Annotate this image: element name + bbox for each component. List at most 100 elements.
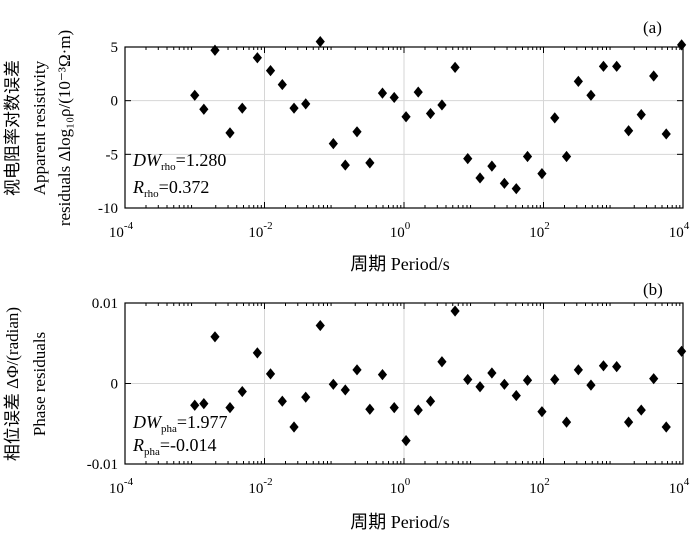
- data-point: [475, 381, 485, 393]
- data-point: [522, 150, 533, 163]
- data-point: [225, 402, 235, 414]
- data-point: [301, 391, 311, 403]
- data-point: [210, 331, 220, 343]
- data-point: [352, 364, 362, 376]
- data-point: [289, 102, 299, 114]
- x-axis-label: 周期 Period/s: [350, 512, 450, 532]
- panel-label: (b): [643, 280, 663, 299]
- data-point: [499, 378, 509, 390]
- data-point: [598, 60, 609, 72]
- data-point: [265, 368, 276, 380]
- y-tick-label: -0.01: [87, 457, 118, 473]
- data-point: [365, 403, 375, 415]
- data-point: [277, 395, 287, 407]
- x-tick-label: 10-4: [109, 476, 134, 497]
- data-point: [340, 159, 350, 171]
- data-point: [377, 369, 388, 381]
- data-point: [550, 373, 560, 386]
- x-tick-label: 100: [390, 476, 411, 497]
- data-point: [624, 416, 634, 428]
- data-point: [586, 379, 596, 391]
- data-point: [328, 378, 338, 390]
- data-point: [537, 406, 547, 418]
- data-point: [677, 345, 687, 357]
- data-point: [499, 177, 509, 189]
- data-point: [340, 384, 350, 396]
- data-point: [199, 103, 209, 115]
- data-point: [252, 52, 262, 64]
- data-point: [487, 160, 497, 172]
- data-point: [450, 61, 460, 73]
- data-point: [612, 60, 622, 72]
- data-point: [636, 109, 646, 121]
- data-point: [636, 404, 646, 416]
- data-point: [315, 319, 325, 332]
- stat-annotation: Rpha=-0.014: [132, 435, 217, 458]
- data-point: [475, 172, 485, 184]
- data-point: [190, 89, 200, 101]
- data-point: [265, 65, 276, 77]
- data-point: [401, 111, 411, 123]
- panel-b: 10-4 10-2 100 102 104 -0.01 0 0.01 (b) DWpha=1.97…: [3, 280, 690, 532]
- data-point: [598, 360, 609, 372]
- data-point: [377, 87, 388, 99]
- data-point: [437, 99, 447, 111]
- data-point: [237, 385, 247, 398]
- panel-label: (a): [643, 18, 662, 37]
- data-point: [301, 98, 311, 110]
- x-tick-label: 104: [669, 476, 690, 497]
- data-point: [522, 374, 533, 386]
- data-point: [649, 373, 659, 385]
- data-point: [661, 421, 671, 433]
- y-tick-label: 0.01: [92, 296, 118, 312]
- y-axis-label: 视电阻率对数误差: [3, 60, 22, 196]
- data-point: [463, 153, 473, 165]
- data-point: [511, 183, 521, 195]
- y-tick-label: -10: [98, 201, 118, 217]
- plot-frame: [124, 46, 684, 209]
- data-point: [425, 107, 436, 120]
- y-tick-label: 0: [111, 94, 119, 110]
- data-point: [401, 435, 411, 447]
- y-axis-label: 相位误差 ΔΦ/(radian): [3, 307, 22, 461]
- data-point: [210, 44, 220, 56]
- data-point: [425, 395, 436, 407]
- x-tick-label: 102: [529, 476, 550, 497]
- data-point: [277, 78, 287, 91]
- data-point: [573, 364, 583, 376]
- data-point: [365, 157, 375, 169]
- x-tick-label: 10-4: [109, 220, 134, 241]
- x-tick-label: 100: [390, 220, 411, 241]
- data-point: [413, 86, 423, 98]
- y-tick-label: 5: [111, 40, 119, 56]
- data-point: [389, 402, 399, 414]
- data-point: [511, 389, 521, 402]
- data-point: [487, 367, 497, 379]
- data-point: [237, 102, 247, 114]
- x-tick-label: 102: [529, 220, 550, 241]
- data-point: [328, 138, 338, 150]
- data-point: [573, 75, 583, 87]
- data-point: [437, 356, 447, 368]
- panel-a: 10-4 10-2 100 102 104 -10 -5 0 5 (a) DWrho=1.280 Rr…: [3, 18, 690, 274]
- data-point: [586, 89, 596, 101]
- x-tick-label: 10-2: [248, 476, 272, 497]
- data-point: [450, 305, 460, 317]
- data-point: [225, 127, 235, 139]
- data-point: [661, 128, 671, 140]
- data-point: [561, 150, 572, 163]
- x-tick-label: 10-2: [248, 220, 272, 241]
- data-point: [561, 416, 572, 428]
- data-point: [624, 125, 634, 137]
- data-point: [612, 360, 622, 373]
- y-axis-label: Apparent resistivity: [30, 60, 49, 195]
- x-axis-label: 周期 Period/s: [350, 254, 450, 274]
- data-point: [677, 39, 687, 51]
- data-point: [413, 404, 423, 416]
- y-axis-label: Phase residuals: [30, 332, 49, 436]
- data-point: [649, 70, 659, 82]
- data-point: [463, 373, 473, 386]
- y-tick-label: 0: [111, 377, 119, 393]
- x-tick-label: 104: [669, 220, 690, 241]
